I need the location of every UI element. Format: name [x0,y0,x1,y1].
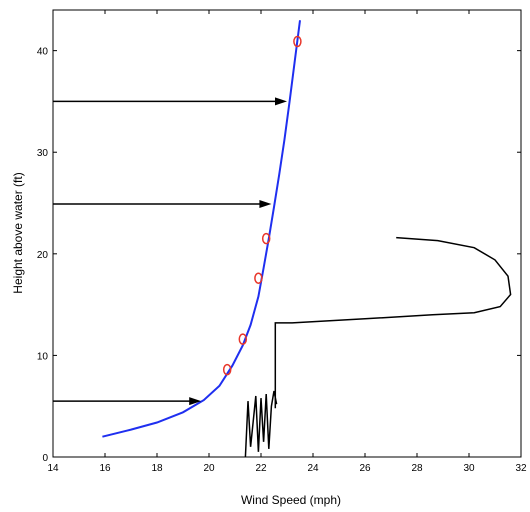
series-layer [102,20,512,458]
x-axis-label: Wind Speed (mph) [241,493,341,507]
axis-ticks: 14 16 18 20 22 24 26 28 30 32 0 10 20 30 40 [37,10,527,474]
y-tick-label: 10 [37,351,49,362]
y-tick-label: 20 [37,250,49,261]
data-point [238,333,248,345]
data-point [254,272,263,284]
x-tick-label: 32 [515,463,527,474]
arrow-head [275,97,287,106]
y-tick-label: 40 [37,47,49,58]
x-tick-label: 18 [151,463,163,474]
x-tick-label: 20 [203,463,215,474]
series-line-0 [102,20,301,438]
x-tick-label: 22 [255,463,267,474]
y-tick-label: 30 [37,148,49,159]
x-tick-label: 26 [359,463,371,474]
arrows-layer [53,97,287,406]
x-tick-label: 14 [47,463,59,474]
x-tick-label: 24 [307,463,319,474]
data-point [261,232,271,245]
series-line-3 [244,390,278,458]
x-tick-label: 30 [463,463,475,474]
x-tick-label: 28 [411,463,423,474]
arrow-head [259,200,272,209]
plot-border [52,9,522,458]
data-point [222,363,232,376]
x-tick-label: 16 [99,463,111,474]
series-line-2 [274,236,512,409]
data-point [293,35,302,48]
arrow-head [189,397,202,406]
y-tick-label: 0 [42,453,48,464]
plot-frame [52,9,522,458]
y-axis-label: Height above water (ft) [11,172,25,293]
